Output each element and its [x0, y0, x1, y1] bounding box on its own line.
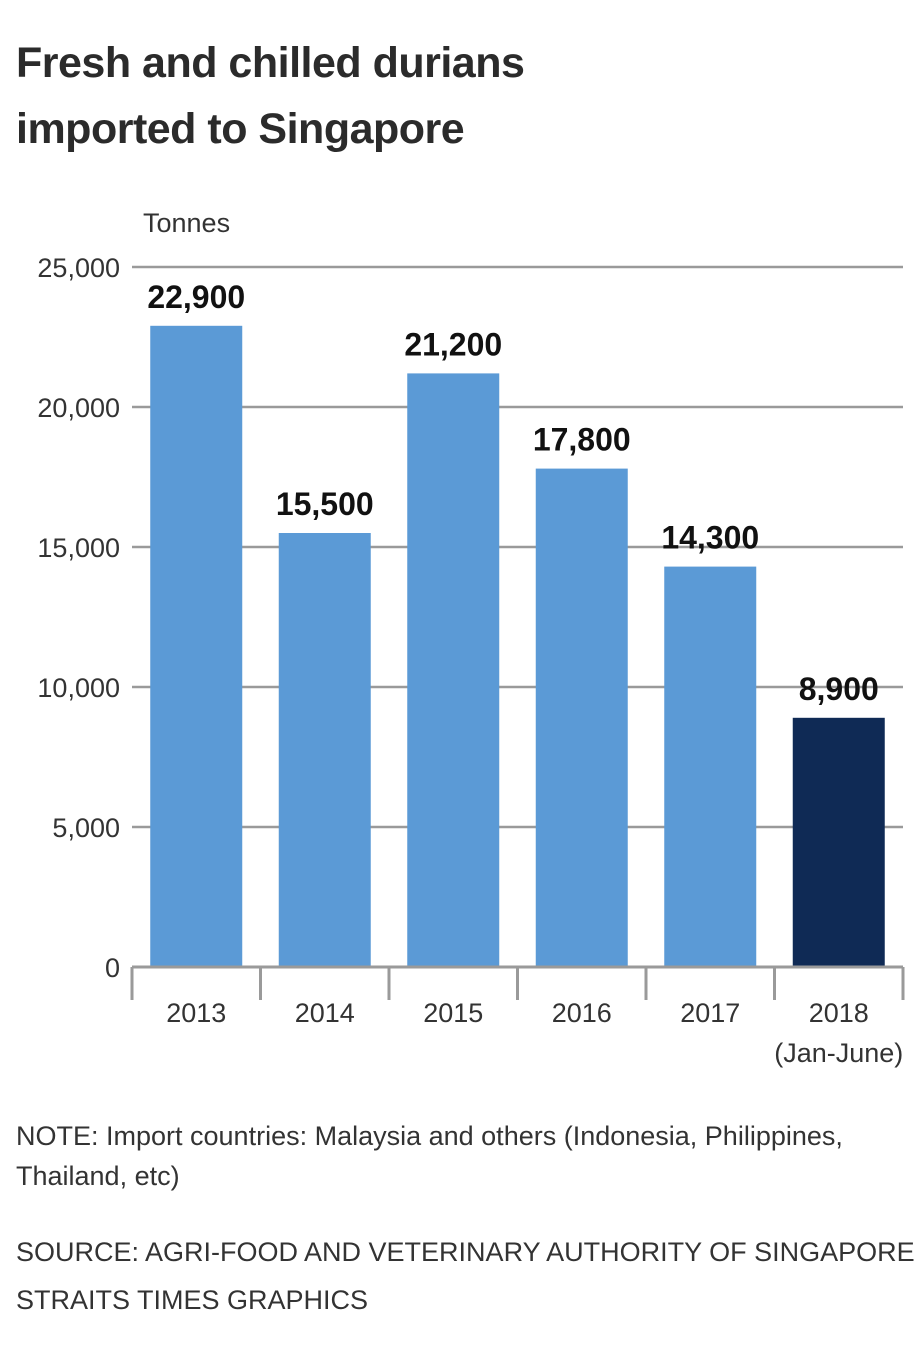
chart-note: NOTE: Import countries: Malaysia and oth…	[16, 1121, 843, 1191]
y-tick-label: 15,000	[37, 533, 120, 563]
y-tick-label: 25,000	[37, 253, 120, 283]
y-tick-label: 10,000	[37, 673, 120, 703]
x-tick-label: 2015	[423, 998, 483, 1028]
data-label: 8,900	[799, 671, 879, 707]
bar-2016	[535, 468, 628, 967]
y-axis-label: Tonnes	[143, 208, 230, 238]
data-label: 17,800	[533, 422, 631, 458]
x-tick-sublabel: (Jan-June)	[774, 1038, 903, 1068]
bar-chart: Tonnes 0 5,000 10,000 15,000 20,000 25,000 22…	[37, 208, 905, 1068]
x-tick-label: 2014	[295, 998, 355, 1028]
x-tick-label: 2013	[166, 998, 226, 1028]
y-tick-label: 0	[105, 953, 120, 983]
bar-2013	[150, 325, 243, 967]
chart-source: SOURCE: AGRI-FOOD AND VETERINARY AUTHORI…	[16, 1228, 915, 1324]
bar-2018	[792, 717, 885, 967]
credit-text: STRAITS TIMES GRAPHICS	[16, 1285, 369, 1315]
data-label: 15,500	[276, 486, 374, 522]
data-label: 14,300	[661, 520, 759, 556]
y-tick-label: 5,000	[52, 813, 120, 843]
source-text: SOURCE: AGRI-FOOD AND VETERINARY AUTHORI…	[16, 1237, 915, 1267]
data-label: 22,900	[147, 279, 245, 315]
x-tick-label: 2017	[680, 998, 740, 1028]
x-tick-label: 2018	[809, 998, 869, 1028]
bar-2017	[664, 566, 757, 967]
data-label: 21,200	[404, 326, 502, 362]
y-tick-label: 20,000	[37, 393, 120, 423]
x-tick-label: 2016	[552, 998, 612, 1028]
bar-2014	[278, 533, 371, 967]
bar-2015	[407, 373, 500, 967]
chart-title: Fresh and chilled durians imported to Si…	[16, 39, 525, 153]
